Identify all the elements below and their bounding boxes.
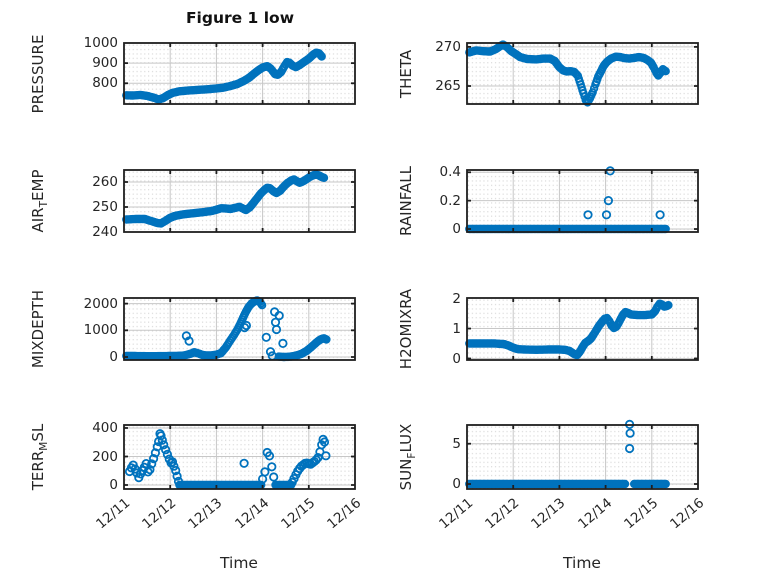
series-markers-sunflux bbox=[465, 419, 670, 489]
figure-title: Figure 1 low bbox=[185, 9, 295, 27]
axes-box bbox=[123, 424, 356, 490]
ytick-h2omixra-1: 1 bbox=[452, 320, 461, 337]
ytick-pressure-800: 800 bbox=[92, 75, 118, 92]
ytick-mixdepth-1000: 1000 bbox=[83, 322, 118, 339]
axes-box bbox=[466, 169, 699, 233]
subplot-theta-plot bbox=[465, 40, 699, 107]
minor-grid bbox=[467, 425, 698, 489]
ytick-sunflux-5: 5 bbox=[452, 435, 461, 452]
xtick-terrmsl-12-13: 12/13 bbox=[185, 495, 226, 533]
xtick-terrmsl-12-14: 12/14 bbox=[231, 495, 272, 533]
subplot-sunflux-plot bbox=[465, 419, 699, 490]
series-markers-theta bbox=[465, 40, 670, 107]
ytick-airtemp-240: 240 bbox=[92, 224, 118, 240]
major-grid bbox=[467, 298, 698, 360]
xtick-sunflux-12-11: 12/11 bbox=[436, 495, 477, 533]
series-markers-h2omixra bbox=[465, 299, 673, 360]
ytick-rainfall-0.2: 0.2 bbox=[439, 192, 461, 209]
ytick-sunflux-0: 0 bbox=[452, 476, 461, 492]
ytick-terrmsl-0: 0 bbox=[109, 477, 118, 493]
xtick-terrmsl-12-11: 12/11 bbox=[93, 495, 134, 533]
ytick-theta-270: 270 bbox=[435, 38, 461, 55]
axes-box bbox=[466, 42, 699, 105]
axes-box bbox=[123, 297, 356, 361]
xtick-terrmsl-12-15: 12/15 bbox=[277, 495, 319, 533]
subplot-pressure-plot bbox=[122, 42, 356, 105]
subplot-rainfall-plot bbox=[465, 166, 699, 234]
xtick-sunflux-12-13: 12/13 bbox=[528, 495, 569, 533]
xtick-sunflux-12-14: 12/14 bbox=[574, 495, 615, 533]
subplot-airtemp-plot bbox=[122, 169, 356, 233]
ytick-theta-265: 265 bbox=[435, 78, 461, 94]
ytick-h2omixra-0: 0 bbox=[452, 350, 461, 367]
ytick-rainfall-0.4: 0.4 bbox=[439, 164, 461, 181]
axes-box bbox=[123, 42, 356, 105]
y-axis-label-sunflux: SUNFLUX bbox=[397, 423, 418, 491]
ytick-pressure-1000: 1000 bbox=[83, 35, 118, 51]
xtick-terrmsl-12-12: 12/12 bbox=[139, 495, 180, 533]
ytick-h2omixra-2: 2 bbox=[452, 290, 461, 307]
axes-box bbox=[466, 424, 699, 490]
subplot-h2omixra-plot bbox=[465, 297, 699, 361]
xtick-terrmsl-12-16: 12/16 bbox=[324, 495, 365, 533]
ytick-pressure-900: 900 bbox=[92, 55, 118, 72]
ytick-terrmsl-200: 200 bbox=[92, 448, 118, 465]
series-markers-pressure bbox=[122, 48, 326, 104]
ytick-rainfall-0: 0 bbox=[452, 221, 461, 238]
xtick-sunflux-12-15: 12/15 bbox=[620, 495, 662, 533]
subplot-mixdepth-plot bbox=[122, 296, 356, 362]
xtick-sunflux-12-16: 12/16 bbox=[667, 495, 708, 533]
ytick-airtemp-250: 250 bbox=[92, 199, 118, 215]
y-axis-label-terrmsl: TERRMSL bbox=[29, 423, 50, 491]
major-grid bbox=[124, 170, 355, 232]
ytick-mixdepth-0: 0 bbox=[109, 349, 118, 365]
axes-box bbox=[123, 169, 356, 233]
ytick-airtemp-260: 260 bbox=[92, 174, 118, 190]
subplot-terrmsl-plot bbox=[123, 424, 356, 490]
x-axis-label-right-column: Time bbox=[563, 554, 601, 572]
ytick-terrmsl-400: 400 bbox=[92, 419, 118, 436]
ytick-mixdepth-2000: 2000 bbox=[83, 295, 118, 312]
xtick-sunflux-12-12: 12/12 bbox=[482, 495, 523, 533]
x-axis-label-left-column: Time bbox=[220, 554, 258, 572]
series-markers-mixdepth bbox=[122, 296, 331, 362]
series-markers-airtemp bbox=[122, 170, 329, 228]
axes-box bbox=[466, 297, 699, 361]
